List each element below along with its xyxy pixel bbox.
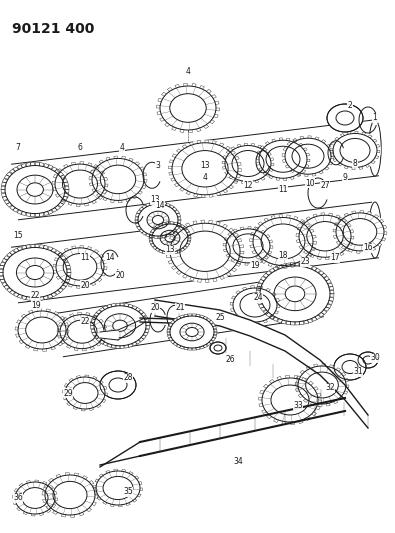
Text: 10: 10 bbox=[305, 179, 315, 188]
Ellipse shape bbox=[94, 469, 143, 507]
Ellipse shape bbox=[42, 473, 98, 518]
Text: 26: 26 bbox=[225, 356, 235, 365]
Text: 22: 22 bbox=[30, 290, 40, 300]
Text: 34: 34 bbox=[233, 457, 243, 466]
Ellipse shape bbox=[221, 142, 275, 184]
Ellipse shape bbox=[13, 480, 58, 516]
Text: 14: 14 bbox=[155, 200, 165, 209]
Ellipse shape bbox=[222, 226, 274, 266]
Text: 6: 6 bbox=[77, 143, 83, 152]
Text: 30: 30 bbox=[370, 353, 380, 362]
Ellipse shape bbox=[166, 220, 244, 282]
Ellipse shape bbox=[255, 137, 311, 181]
Polygon shape bbox=[56, 273, 324, 357]
Text: 4: 4 bbox=[203, 174, 207, 182]
Ellipse shape bbox=[250, 215, 316, 268]
Ellipse shape bbox=[210, 342, 226, 354]
Text: 35: 35 bbox=[123, 488, 133, 497]
Polygon shape bbox=[11, 120, 378, 220]
Text: 20: 20 bbox=[80, 280, 90, 289]
Text: 23: 23 bbox=[300, 257, 310, 266]
Text: 22: 22 bbox=[80, 318, 90, 327]
Ellipse shape bbox=[90, 303, 149, 349]
Polygon shape bbox=[100, 330, 118, 340]
Ellipse shape bbox=[358, 352, 378, 368]
Text: 14: 14 bbox=[105, 254, 115, 262]
Text: 20: 20 bbox=[115, 271, 125, 279]
Text: 90121 400: 90121 400 bbox=[12, 22, 94, 36]
Text: 2: 2 bbox=[348, 101, 352, 109]
Ellipse shape bbox=[369, 202, 381, 258]
Ellipse shape bbox=[57, 312, 107, 351]
Ellipse shape bbox=[334, 354, 366, 380]
Text: 3: 3 bbox=[156, 160, 160, 169]
Text: 19: 19 bbox=[250, 261, 260, 270]
Text: 19: 19 bbox=[31, 301, 41, 310]
Ellipse shape bbox=[281, 135, 335, 177]
Text: 15: 15 bbox=[13, 230, 23, 239]
Ellipse shape bbox=[296, 213, 354, 260]
Ellipse shape bbox=[295, 364, 349, 406]
Text: 4: 4 bbox=[186, 68, 190, 77]
Text: 11: 11 bbox=[80, 254, 90, 262]
Text: 13: 13 bbox=[200, 160, 210, 169]
Ellipse shape bbox=[169, 140, 241, 198]
Text: 1: 1 bbox=[372, 114, 377, 123]
Text: 25: 25 bbox=[215, 313, 225, 322]
Text: 29: 29 bbox=[63, 389, 73, 398]
Ellipse shape bbox=[89, 156, 147, 203]
Polygon shape bbox=[11, 202, 378, 303]
Text: 18: 18 bbox=[278, 251, 288, 260]
Ellipse shape bbox=[327, 104, 363, 132]
Text: 9: 9 bbox=[342, 174, 348, 182]
Ellipse shape bbox=[369, 120, 381, 176]
Text: 13: 13 bbox=[150, 196, 160, 205]
Text: 12: 12 bbox=[243, 181, 253, 190]
Ellipse shape bbox=[62, 375, 107, 411]
Text: 31: 31 bbox=[353, 367, 363, 376]
Ellipse shape bbox=[156, 83, 220, 133]
Ellipse shape bbox=[149, 222, 191, 254]
Polygon shape bbox=[155, 300, 368, 428]
Text: 17: 17 bbox=[330, 254, 340, 262]
Ellipse shape bbox=[329, 131, 381, 171]
Ellipse shape bbox=[135, 201, 181, 238]
Text: 21: 21 bbox=[175, 303, 185, 312]
Text: 16: 16 bbox=[363, 244, 373, 253]
Text: 28: 28 bbox=[123, 374, 133, 383]
Text: 24: 24 bbox=[253, 294, 263, 303]
Ellipse shape bbox=[15, 309, 69, 351]
Text: 8: 8 bbox=[353, 158, 357, 167]
Ellipse shape bbox=[229, 285, 281, 325]
Ellipse shape bbox=[1, 163, 69, 217]
Text: 32: 32 bbox=[325, 384, 335, 392]
Text: 20: 20 bbox=[150, 303, 160, 312]
Text: 33: 33 bbox=[293, 400, 303, 409]
Text: 13: 13 bbox=[165, 246, 175, 254]
Ellipse shape bbox=[100, 371, 136, 399]
Text: 27: 27 bbox=[320, 181, 330, 190]
Ellipse shape bbox=[256, 263, 334, 325]
Text: 36: 36 bbox=[13, 494, 23, 503]
Text: 7: 7 bbox=[15, 143, 21, 152]
Ellipse shape bbox=[53, 246, 107, 288]
Ellipse shape bbox=[167, 314, 217, 350]
Text: 4: 4 bbox=[120, 143, 124, 152]
Ellipse shape bbox=[258, 375, 322, 425]
Text: 11: 11 bbox=[278, 185, 288, 195]
Ellipse shape bbox=[333, 211, 387, 253]
Ellipse shape bbox=[52, 161, 108, 206]
Ellipse shape bbox=[0, 244, 71, 301]
